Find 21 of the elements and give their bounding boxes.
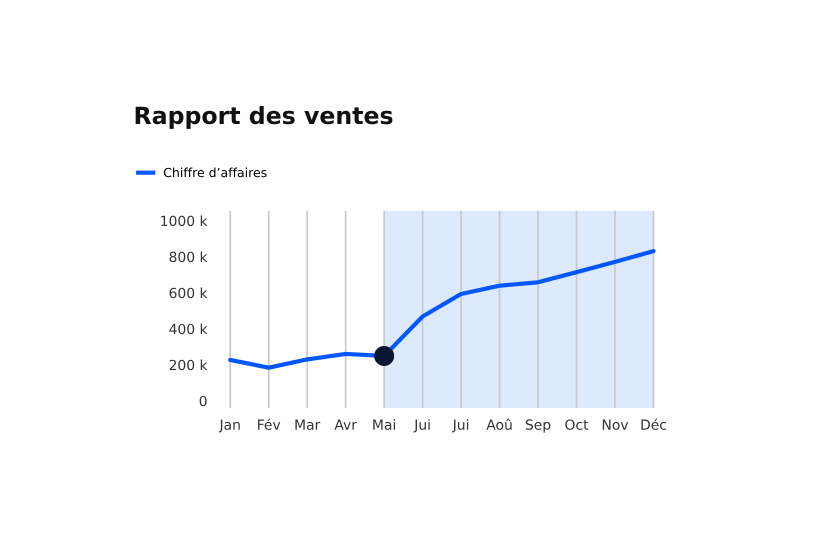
y-tick-label: 600 k	[170, 287, 208, 298]
legend-label: Chiffre d’affaires	[164, 168, 267, 178]
line-series	[228, 249, 656, 370]
x-tick-label: Jui	[452, 419, 468, 432]
x-tick-label: Sep	[526, 419, 550, 433]
chart-title: Rapport des ventes	[136, 106, 392, 129]
y-tick-label: 0	[200, 396, 207, 406]
x-tick-label: Jui	[414, 419, 430, 432]
x-tick-label: Mar	[295, 420, 320, 430]
y-tick-label: 800 k	[170, 251, 208, 262]
x-tick-label: Jan	[218, 420, 240, 432]
y-tick-label: 400 k	[169, 323, 208, 334]
y-tick-label: 1000 k	[161, 215, 208, 226]
x-tick-label: Oct	[565, 419, 588, 430]
x-tick-label: Mai	[373, 419, 396, 430]
x-tick-label: Fév	[258, 418, 280, 430]
x-tick-label: Nov	[602, 420, 628, 430]
x-tick-label: Aoû	[486, 418, 512, 430]
x-tick-label: Déc	[641, 418, 666, 430]
x-tick-label: Avr	[334, 420, 357, 430]
y-tick-label: 200 k	[170, 360, 208, 370]
